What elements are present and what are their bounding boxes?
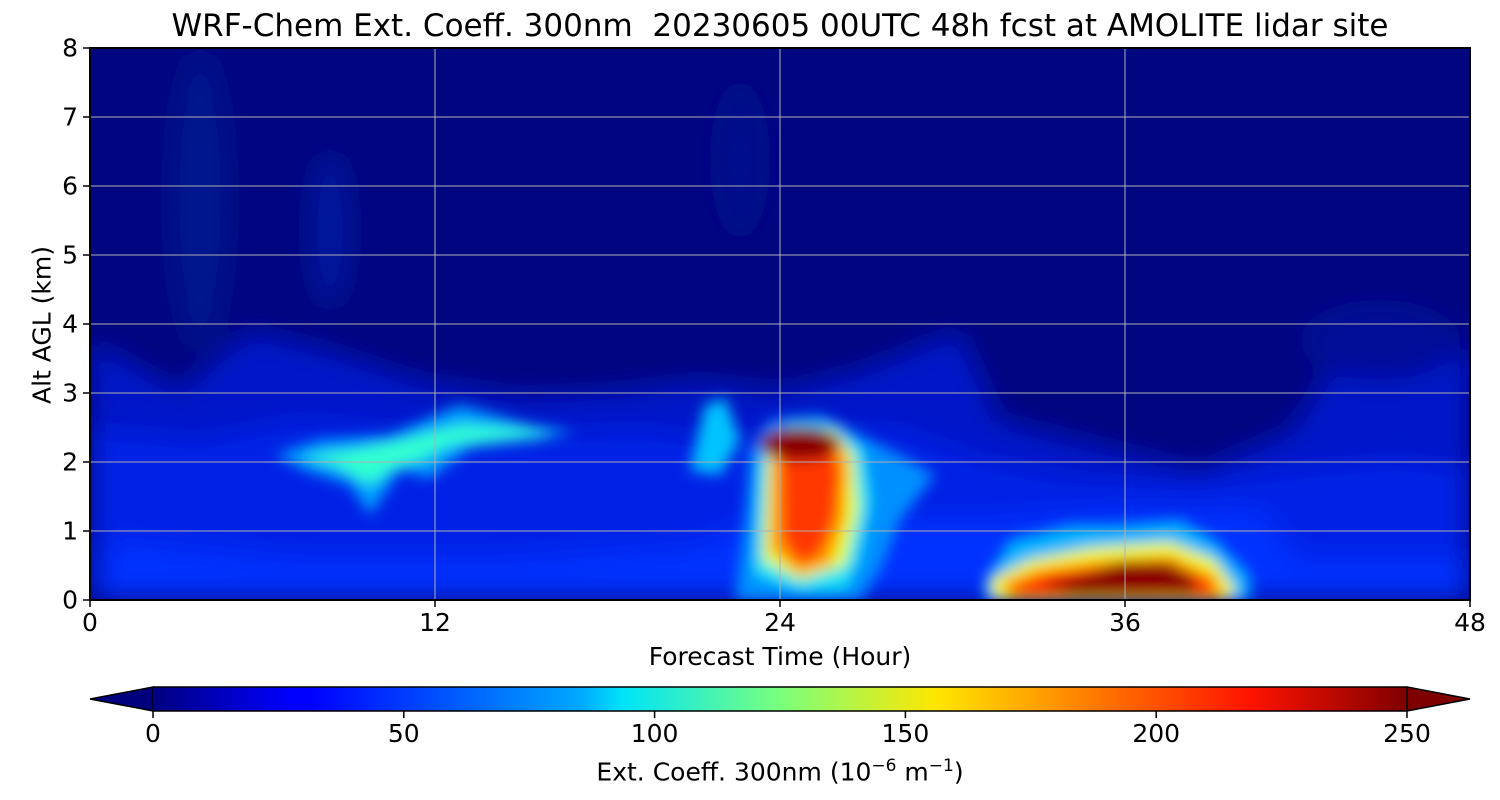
x-tick-label: 12: [419, 608, 451, 637]
y-axis-label: Alt AGL (km): [27, 245, 57, 405]
x-tick-label: 24: [764, 608, 796, 637]
y-tick-label: 0: [62, 585, 78, 615]
colorbar: [89, 686, 1471, 718]
chart-title: WRF-Chem Ext. Coeff. 300nm 20230605 00UT…: [171, 8, 1389, 44]
y-tick-label: 4: [62, 309, 78, 339]
x-axis-label: Forecast Time (Hour): [648, 642, 912, 671]
x-tick-label: 36: [1109, 608, 1141, 637]
y-tick-label: 8: [62, 33, 78, 63]
colorbar-label: Ext. Coeff. 300nm (10−6 m−1): [596, 756, 964, 787]
y-tick-label: 2: [62, 447, 78, 477]
x-tick-label: 48: [1454, 608, 1486, 637]
colorbar-tick-label: 150: [881, 719, 930, 748]
x-tick-label: 0: [82, 608, 98, 637]
colorbar-gradient: [153, 687, 1407, 711]
y-tick-label: 1: [62, 516, 78, 546]
colorbar-tick-label: 250: [1383, 719, 1431, 748]
colorbar-extend-high: [1406, 686, 1471, 712]
colorbar-tick-label: 100: [630, 719, 679, 748]
tick-marks: [83, 47, 1471, 607]
colorbar-tick-label: 200: [1132, 719, 1181, 748]
y-tick-label: 7: [62, 102, 78, 132]
colorbar-tick-label: 0: [145, 719, 161, 748]
colorbar-extend-low: [89, 686, 154, 712]
y-tick-label: 5: [62, 240, 78, 270]
y-tick-label: 6: [62, 171, 78, 201]
colorbar-tick-label: 50: [387, 719, 420, 748]
y-tick-label: 3: [62, 378, 78, 408]
